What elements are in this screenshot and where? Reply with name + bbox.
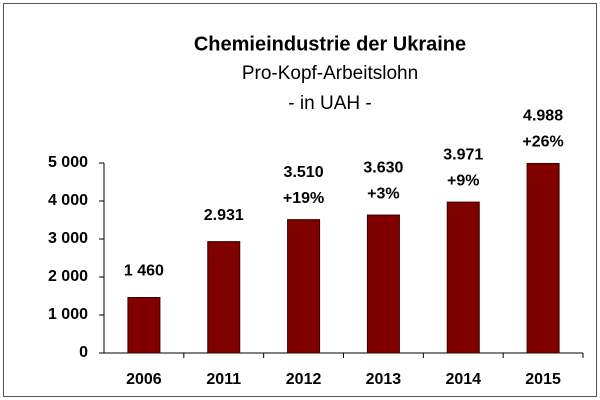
label-background — [518, 132, 568, 152]
value-label: 1 460 — [124, 263, 164, 280]
unit-label: - in UAH - — [288, 93, 371, 114]
label-background — [363, 184, 404, 204]
change-label: +19% — [283, 190, 324, 207]
label-background — [443, 171, 484, 191]
value-label: 3.971 — [443, 146, 483, 163]
value-label: 3.510 — [284, 164, 324, 181]
y-tick-label: 4 000 — [48, 192, 88, 209]
bar — [287, 219, 321, 354]
x-tick-label: 2011 — [206, 371, 241, 388]
x-tick-label: 2014 — [445, 371, 481, 388]
y-tick-label: 2 000 — [48, 268, 88, 285]
y-tick-label: 0 — [79, 344, 88, 361]
value-label: 4.988 — [523, 108, 563, 125]
label-background — [199, 205, 248, 225]
label-background — [278, 188, 329, 208]
bar — [207, 241, 241, 354]
chart-title: Chemieindustrie der Ukraine — [194, 33, 466, 55]
value-label: 2.931 — [204, 207, 244, 224]
x-tick-label: 2015 — [525, 371, 561, 388]
y-tick-label: 5 000 — [48, 154, 88, 171]
change-label: +26% — [522, 134, 563, 151]
label-background — [519, 106, 568, 126]
label-background — [359, 158, 408, 178]
label-background — [439, 145, 488, 165]
x-tick-label: 2013 — [366, 371, 402, 388]
bar — [526, 162, 560, 354]
bar — [127, 297, 161, 354]
label-background — [279, 162, 328, 182]
change-label: +9% — [447, 172, 479, 189]
bar — [366, 214, 400, 354]
y-tick-label: 1 000 — [48, 306, 88, 323]
x-tick-label: 2006 — [126, 371, 162, 388]
change-label: +3% — [367, 185, 399, 202]
value-label: 3.630 — [363, 159, 403, 176]
chart-subtitle: Pro-Kopf-Arbeitslohn — [242, 63, 418, 84]
label-background — [119, 261, 169, 281]
x-tick-label: 2012 — [286, 371, 322, 388]
y-tick-label: 3 000 — [48, 230, 88, 247]
bar — [446, 201, 480, 354]
